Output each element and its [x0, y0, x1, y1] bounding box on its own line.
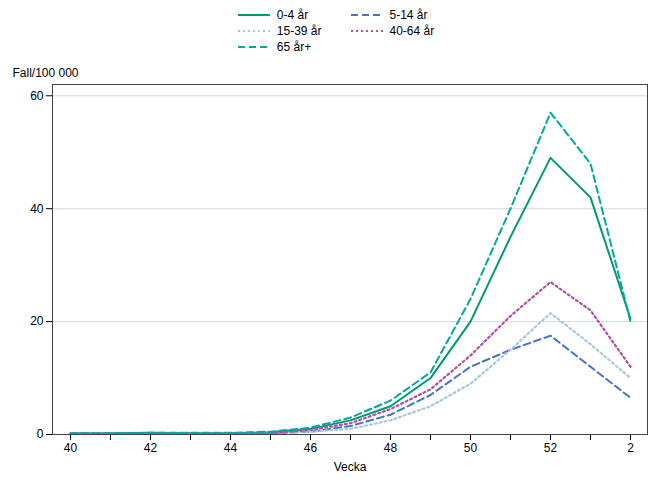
svg-text:60: 60	[30, 89, 44, 103]
svg-text:48: 48	[384, 441, 398, 455]
svg-text:42: 42	[144, 441, 158, 455]
svg-text:40: 40	[30, 202, 44, 216]
svg-text:20: 20	[30, 314, 44, 328]
html-text:40-64 år: 40-64 år	[389, 24, 435, 38]
html-text:0-4 år: 0-4 år	[276, 8, 309, 22]
svg-text:52: 52	[544, 441, 558, 455]
svg-text:0: 0	[37, 427, 44, 441]
svg-text:46: 46	[304, 441, 318, 455]
html-text:65 år+: 65 år+	[276, 40, 312, 54]
svg-text:Vecka: Vecka	[334, 460, 367, 474]
html-text:15-39 år: 15-39 år	[276, 24, 322, 38]
svg-text:44: 44	[224, 441, 238, 455]
svg-text:Fall/100 000: Fall/100 000	[13, 66, 79, 80]
svg-text:50: 50	[464, 441, 478, 455]
svg-text:40: 40	[64, 441, 78, 455]
svg-text:2: 2	[627, 441, 634, 455]
html-text:5-14 år: 5-14 år	[389, 8, 428, 22]
